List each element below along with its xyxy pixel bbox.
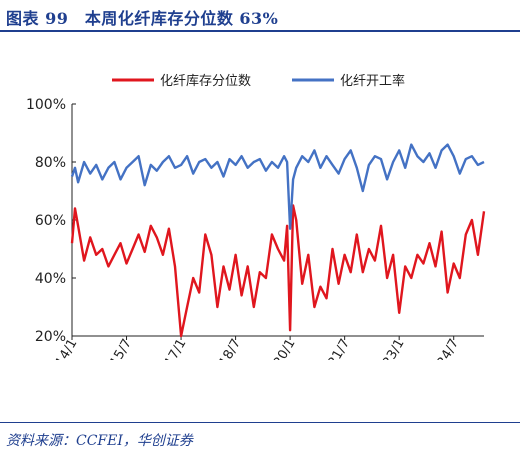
y-tick-label: 60%	[35, 213, 66, 229]
source-note: 资料来源：CCFEI，华创证券	[6, 433, 193, 449]
x-tick-label: 2023/1	[372, 337, 408, 361]
legend-label: 化纤库存分位数	[160, 73, 251, 89]
source-rule	[0, 422, 520, 423]
y-axis: 100% 80% 60% 40% 20%	[26, 97, 76, 345]
x-tick-label: 2018/7	[208, 337, 244, 361]
x-axis: 2014/12015/72017/12018/72020/12021/72023…	[45, 335, 484, 361]
inventory-percentile-line	[70, 204, 486, 338]
title-rule	[0, 30, 520, 32]
legend: 化纤库存分位数 化纤开工率	[112, 73, 405, 89]
figure-title: 图表 99 本周化纤库存分位数 63%	[6, 9, 279, 28]
legend-label: 化纤开工率	[340, 73, 405, 89]
y-tick-label: 80%	[35, 155, 66, 171]
x-tick-label: 2024/7	[426, 337, 462, 361]
x-tick-label: 2020/1	[263, 337, 299, 361]
x-tick-label: 2021/7	[317, 337, 353, 361]
x-tick-label: 2017/1	[154, 337, 190, 361]
series-layer	[70, 143, 486, 338]
y-tick-label: 20%	[35, 329, 66, 345]
operating-rate-line	[70, 143, 485, 230]
y-tick-label: 100%	[26, 97, 66, 113]
x-tick-label: 2015/7	[99, 337, 135, 361]
y-tick-label: 40%	[35, 271, 66, 287]
